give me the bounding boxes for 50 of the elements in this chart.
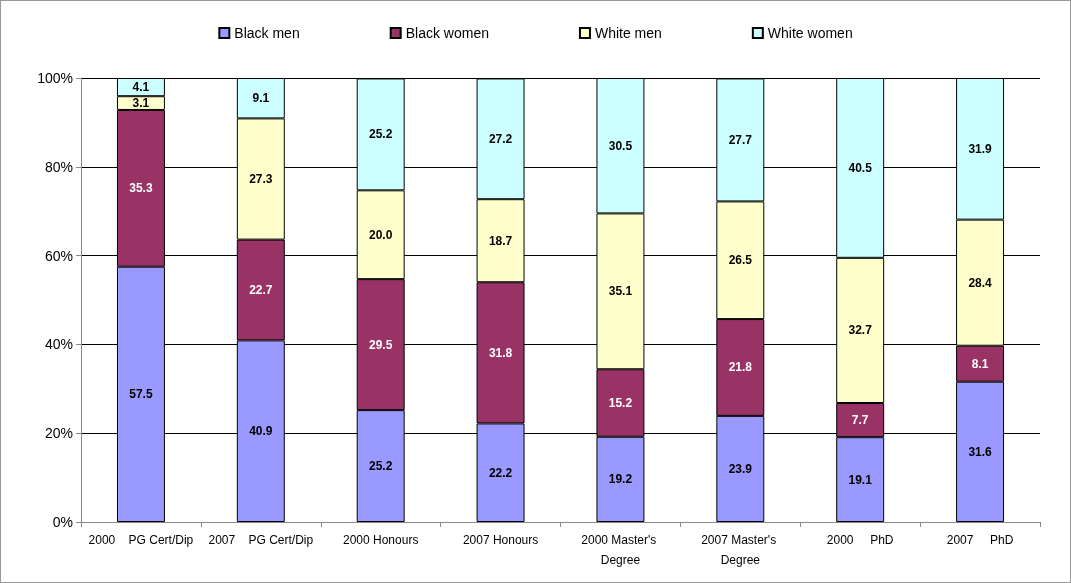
legend-label: Black women — [405, 25, 489, 41]
x-tick-label: 2007 Honours — [462, 533, 539, 547]
data-label: 32.7 — [848, 323, 873, 338]
data-label: 27.3 — [249, 172, 273, 187]
data-label: 35.1 — [608, 284, 633, 299]
data-label: 22.2 — [488, 465, 513, 480]
x-tick-label: 2000 Honours — [342, 533, 419, 547]
data-label: 18.7 — [488, 233, 513, 248]
legend-label: White women — [767, 25, 853, 41]
data-label: 29.5 — [369, 337, 393, 352]
data-label: 40.9 — [249, 424, 273, 439]
y-tick-label: 60% — [44, 247, 73, 264]
data-label: 27.2 — [488, 131, 513, 146]
data-label: 30.5 — [608, 138, 633, 153]
x-tick-label: 2000 PhD — [826, 533, 894, 547]
data-label: 19.1 — [848, 472, 873, 487]
y-tick-label: 40% — [44, 336, 73, 353]
data-label: 31.8 — [488, 345, 513, 360]
data-label: 15.2 — [608, 396, 633, 411]
data-label: 8.1 — [971, 356, 989, 371]
data-label: 19.2 — [608, 472, 633, 487]
data-label: 23.9 — [728, 461, 753, 476]
y-tick-label: 100% — [37, 70, 73, 86]
y-tick-label: 0% — [52, 514, 73, 530]
data-label: 25.2 — [369, 127, 393, 142]
data-label: 20.0 — [369, 227, 393, 242]
data-label: 40.5 — [848, 160, 873, 175]
data-label: 27.7 — [728, 132, 753, 147]
y-tick-label: 80% — [44, 158, 73, 175]
data-label: 26.5 — [728, 253, 753, 268]
x-tick-label: 2007 Master's Degree — [701, 533, 780, 567]
x-tick-label: 2000 PG Cert/Dip — [88, 533, 194, 547]
data-label: 4.1 — [132, 80, 150, 95]
x-tick-label: 2007 PhD — [946, 533, 1014, 547]
data-label: 31.6 — [968, 444, 993, 459]
data-label: 7.7 — [851, 413, 869, 428]
data-label: 57.5 — [129, 387, 153, 402]
legend-label: Black men — [234, 25, 300, 41]
y-tick-label: 20% — [44, 425, 73, 442]
x-tick-label: 2000 Master's Degree — [581, 533, 660, 567]
data-label: 3.1 — [132, 96, 150, 111]
x-tick-label: 2007 PG Cert/Dip — [208, 533, 314, 547]
data-label: 22.7 — [249, 283, 273, 298]
data-label: 28.4 — [968, 275, 993, 290]
data-label: 9.1 — [252, 91, 270, 106]
data-label: 31.9 — [968, 141, 993, 156]
data-label: 21.8 — [728, 360, 753, 375]
data-label: 35.3 — [129, 181, 153, 196]
legend-label: White men — [594, 25, 662, 41]
data-label: 25.2 — [369, 459, 393, 474]
